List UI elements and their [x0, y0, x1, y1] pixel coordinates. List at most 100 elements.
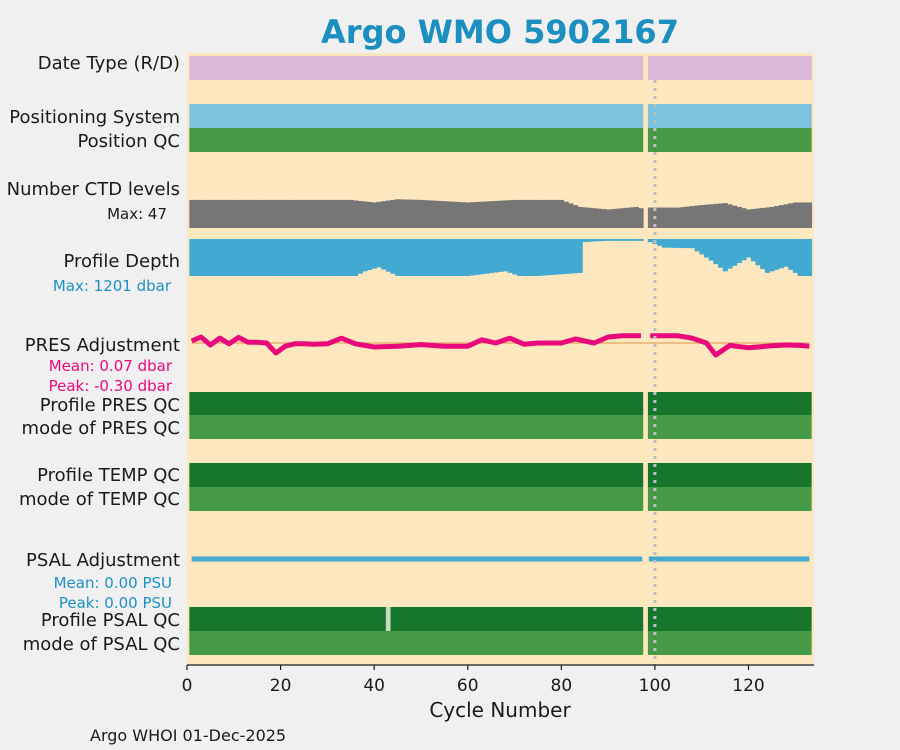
profile-depth-bar [736, 239, 742, 264]
ctd-levels-bar [465, 202, 471, 228]
profile-depth-bar [371, 239, 377, 269]
ctd-levels-bar [334, 199, 340, 228]
position-qc-bar-seg2 [647, 128, 812, 152]
profile-depth-bar [619, 239, 625, 241]
row-label-profile-temp-qc: Profile TEMP QC [37, 465, 180, 486]
psal-qc-anomaly-cycle [385, 607, 391, 631]
profile-depth-bar [788, 239, 794, 270]
row-label-profile-depth: Profile Depth [63, 251, 180, 272]
profile-depth-bar [573, 239, 579, 274]
ctd-levels-bar [615, 208, 621, 228]
ctd-levels-bar [783, 204, 789, 228]
ctd-levels-bar [722, 203, 728, 228]
profile-depth-bar [680, 239, 686, 249]
ctd-levels-bar [268, 199, 274, 228]
profile-depth-bar [334, 239, 340, 276]
ctd-levels-bar [250, 199, 256, 228]
ctd-levels-bar [521, 199, 527, 228]
ctd-levels-bar [208, 199, 214, 228]
profile-depth-bar [343, 239, 349, 276]
ctd-levels-bar [470, 202, 476, 228]
profile-depth-bar [493, 239, 499, 273]
ctd-levels-bar [395, 199, 401, 228]
ctd-levels-bar [371, 202, 377, 228]
mode-temp-qc-bar-seg2 [647, 487, 812, 511]
row-label-psal-adjustment: PSAL Adjustment [26, 550, 180, 571]
profile-depth-bar [456, 239, 462, 276]
profile-depth-bar [498, 239, 504, 272]
row-labels: Date Type (R/D) Positioning System Positio… [7, 53, 180, 655]
profile-depth-bar [198, 239, 204, 276]
ctd-levels-bar [573, 205, 579, 228]
ctd-levels-bar [596, 208, 602, 228]
date-type-bar-seg1 [189, 56, 644, 80]
profile-depth-bar [507, 239, 513, 273]
ctd-levels-bar [516, 199, 522, 228]
profile-depth-bar [685, 239, 691, 249]
profile-depth-bar [236, 239, 242, 276]
depth-max-note: Max: 1201 dbar [53, 277, 172, 295]
profile-depth-bar [268, 239, 274, 276]
ctd-levels-bar [666, 207, 672, 228]
ctd-levels-bar [385, 200, 391, 228]
ctd-levels-bar [713, 203, 719, 228]
ctd-levels-bar [296, 199, 303, 228]
profile-depth-bar [381, 239, 387, 270]
ctd-levels-bar [671, 207, 677, 228]
profile-depth-bar [292, 239, 298, 276]
profile-depth-bar [558, 239, 565, 275]
ctd-levels-bar [418, 199, 424, 228]
ctd-levels-bar [661, 207, 668, 228]
profile-depth-bar [778, 239, 784, 269]
x-tick-label: 80 [551, 676, 573, 696]
profile-depth-bar [755, 239, 761, 266]
ctd-levels-bar [488, 201, 494, 228]
profile-psal-qc-bar-seg1 [189, 607, 644, 631]
ctd-levels-bar [568, 203, 574, 228]
profile-depth-bar [568, 239, 574, 274]
profile-depth-bar [395, 239, 401, 276]
pres-adjustment-line-seg2 [650, 333, 810, 358]
row-label-mode-pres-qc: mode of PRES QC [22, 418, 180, 439]
ctd-levels-bar [530, 199, 536, 228]
x-axis-label: Cycle Number [429, 698, 571, 722]
ctd-levels-bar [577, 206, 583, 228]
profile-pres-qc-bar-seg2 [647, 392, 812, 415]
mode-psal-qc-bar-seg1 [189, 631, 644, 655]
ctd-levels-bar [563, 201, 569, 228]
ctd-levels-bar [764, 207, 770, 228]
profile-depth-bar [390, 239, 396, 274]
profile-depth-bar [774, 239, 780, 270]
ctd-levels-bar [362, 201, 368, 228]
ctd-levels-bar [699, 205, 705, 228]
profile-depth-bar [605, 239, 611, 241]
ctd-levels-bar [587, 207, 593, 228]
positioning-system-bar-seg1 [189, 104, 644, 128]
ctd-levels-bar [512, 199, 518, 228]
ctd-levels-bar [685, 206, 691, 228]
ctd-levels-bar [273, 199, 279, 228]
profile-depth-bar [413, 239, 420, 276]
profile-depth-bar [432, 239, 438, 276]
ctd-levels-bar [376, 201, 382, 228]
plot-area [187, 53, 814, 665]
ctd-levels-bar [591, 208, 597, 228]
ctd-levels-bar [479, 201, 485, 228]
profile-depth-bar [802, 239, 808, 276]
ctd-levels-bar [601, 209, 607, 228]
ctd-levels-bar [502, 200, 508, 228]
ctd-levels-bar [507, 200, 513, 228]
profile-temp-qc-bar-seg1 [189, 463, 644, 487]
ctd-levels-bar [427, 200, 434, 228]
profile-depth-bar [764, 239, 770, 273]
profile-depth-bar [245, 239, 251, 276]
ctd-levels-bar [236, 199, 242, 228]
row-label-ctd-levels: Number CTD levels [7, 179, 180, 200]
profile-depth-bar [451, 239, 457, 276]
ctd-levels-bar [526, 199, 532, 228]
ctd-levels-bar [194, 199, 200, 228]
ctd-levels-bar [694, 205, 700, 228]
ctd-levels-bar [727, 204, 733, 228]
profile-depth-bar [690, 239, 696, 249]
profile-depth-bar [437, 239, 443, 276]
